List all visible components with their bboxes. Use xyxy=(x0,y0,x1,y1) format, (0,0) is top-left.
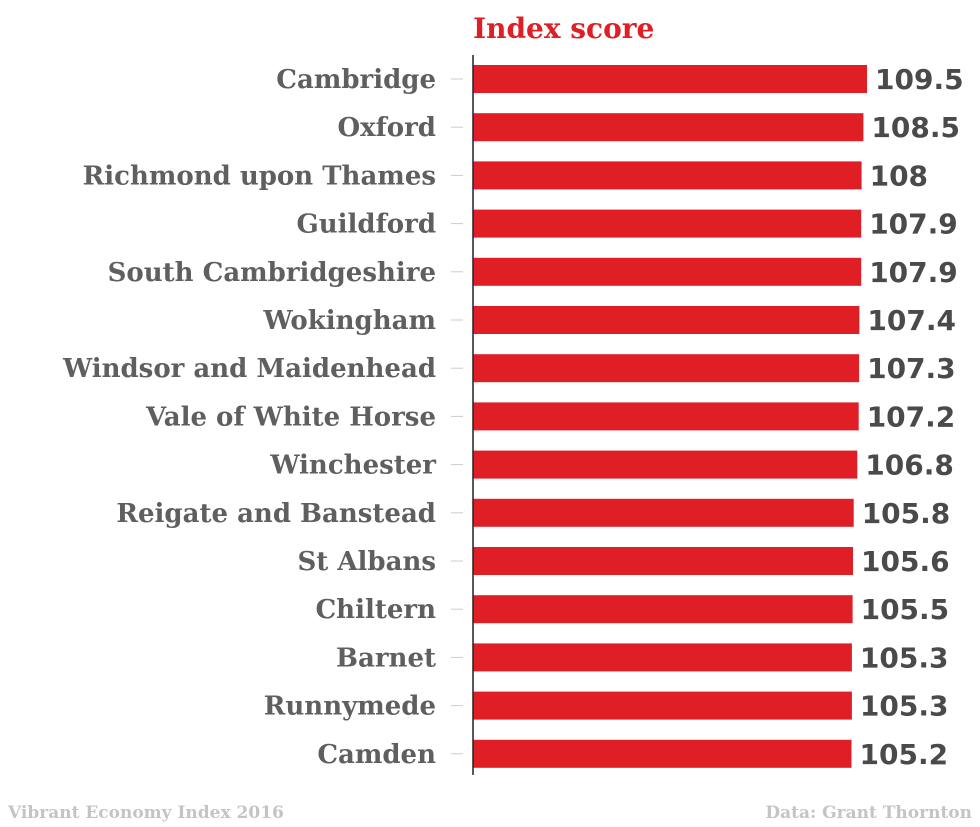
category-label: Oxford xyxy=(337,113,436,143)
category-label: South Cambridgeshire xyxy=(108,258,436,288)
value-label: 105.8 xyxy=(862,497,951,530)
series-title: Index score xyxy=(473,12,654,45)
bar xyxy=(473,113,864,142)
category-label: Winchester xyxy=(269,451,436,481)
bar xyxy=(473,161,862,190)
bar xyxy=(473,65,867,93)
bar xyxy=(473,595,853,624)
category-label: Camden xyxy=(317,740,436,770)
value-label: 105.2 xyxy=(860,738,949,771)
bar xyxy=(473,739,852,768)
value-label: 105.3 xyxy=(860,690,949,723)
category-label: Guildford xyxy=(297,210,436,240)
value-label: 107.3 xyxy=(867,352,956,385)
category-label: Reigate and Banstead xyxy=(116,499,436,529)
footer-data-credit: Data: Grant Thornton xyxy=(765,803,972,823)
value-label: 107.9 xyxy=(869,256,958,289)
value-label: 108 xyxy=(870,159,928,192)
footer-source-title: Vibrant Economy Index 2016 xyxy=(8,803,284,823)
bar xyxy=(473,450,858,479)
bar xyxy=(473,498,854,527)
value-label: 107.9 xyxy=(869,208,958,241)
bar xyxy=(473,354,860,383)
category-label: Barnet xyxy=(336,643,436,673)
bar xyxy=(473,306,860,334)
value-label: 106.8 xyxy=(865,449,954,482)
bar-chart: Index score Cambridge Oxford Richmond upon… xyxy=(62,12,964,775)
bar xyxy=(473,209,862,238)
value-labels-group: 109.5 108.5 108 107.9 107.9 107.4 107.3 107.2 10… xyxy=(860,63,964,771)
bar xyxy=(473,547,853,575)
category-label: Richmond upon Thames xyxy=(83,161,436,191)
category-labels-group: Cambridge Oxford Richmond upon Thames Guild… xyxy=(62,65,463,770)
value-label: 105.6 xyxy=(861,545,950,578)
value-label: 107.4 xyxy=(867,304,956,337)
category-label: Wokingham xyxy=(262,306,436,336)
bars-group xyxy=(473,65,867,768)
bar xyxy=(473,691,852,720)
value-label: 107.2 xyxy=(867,400,956,433)
category-label: Runnymede xyxy=(264,692,436,722)
category-label: Cambridge xyxy=(276,65,436,95)
value-label: 105.3 xyxy=(860,641,949,674)
bar xyxy=(473,402,859,431)
value-label: 108.5 xyxy=(871,111,960,144)
bar xyxy=(473,643,852,672)
bar xyxy=(473,257,862,286)
value-label: 109.5 xyxy=(875,63,964,96)
value-label: 105.5 xyxy=(861,593,950,626)
category-label: St Albans xyxy=(298,547,436,577)
category-label: Windsor and Maidenhead xyxy=(62,354,436,384)
category-label: Vale of White Horse xyxy=(145,402,436,432)
category-label: Chiltern xyxy=(315,595,436,625)
